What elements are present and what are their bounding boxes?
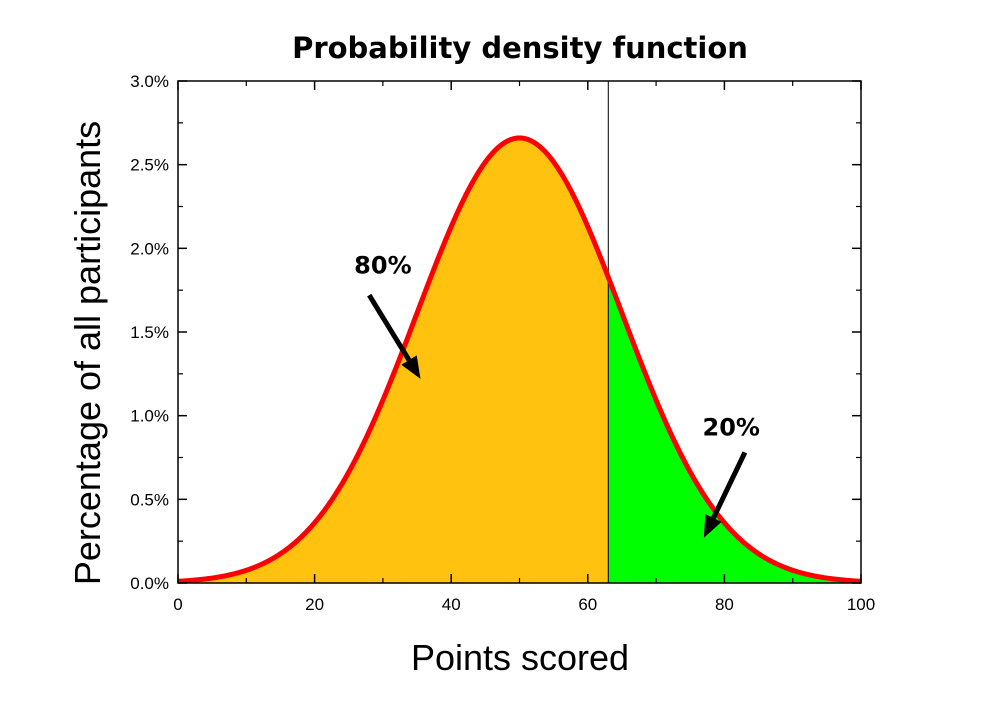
y-tick-label: 1.5% bbox=[130, 323, 169, 342]
x-tick-label: 100 bbox=[847, 595, 875, 614]
annotation-label-2: 20% bbox=[703, 414, 760, 442]
y-tick-label: 1.0% bbox=[130, 407, 169, 426]
y-tick-label: 2.5% bbox=[130, 156, 169, 175]
x-axis-title: Points scored bbox=[411, 637, 629, 678]
annotation-arrow-shaft-1 bbox=[367, 293, 412, 362]
y-axis-title: Percentage of all participants bbox=[67, 121, 108, 585]
region-right bbox=[608, 277, 861, 583]
annotation-arrow-head-2 bbox=[703, 514, 722, 538]
y-tick-label: 2.0% bbox=[130, 239, 169, 258]
pdf-curve bbox=[177, 135, 862, 584]
chart-title: Probability density function bbox=[292, 31, 748, 65]
annotation-arrow-head-1 bbox=[401, 355, 421, 379]
annotation-label-1: 80% bbox=[354, 251, 411, 279]
x-tick-label: 80 bbox=[715, 595, 734, 614]
y-tick-label: 3.0% bbox=[130, 72, 169, 91]
x-tick-label: 60 bbox=[578, 595, 597, 614]
x-tick-label: 40 bbox=[442, 595, 461, 614]
x-tick-label: 20 bbox=[305, 595, 324, 614]
y-tick-label: 0.5% bbox=[130, 490, 169, 509]
x-tick-label: 0 bbox=[173, 595, 182, 614]
region-left bbox=[178, 137, 609, 583]
annotation-arrow-shaft-2 bbox=[711, 451, 748, 520]
y-tick-label: 0.0% bbox=[130, 574, 169, 593]
